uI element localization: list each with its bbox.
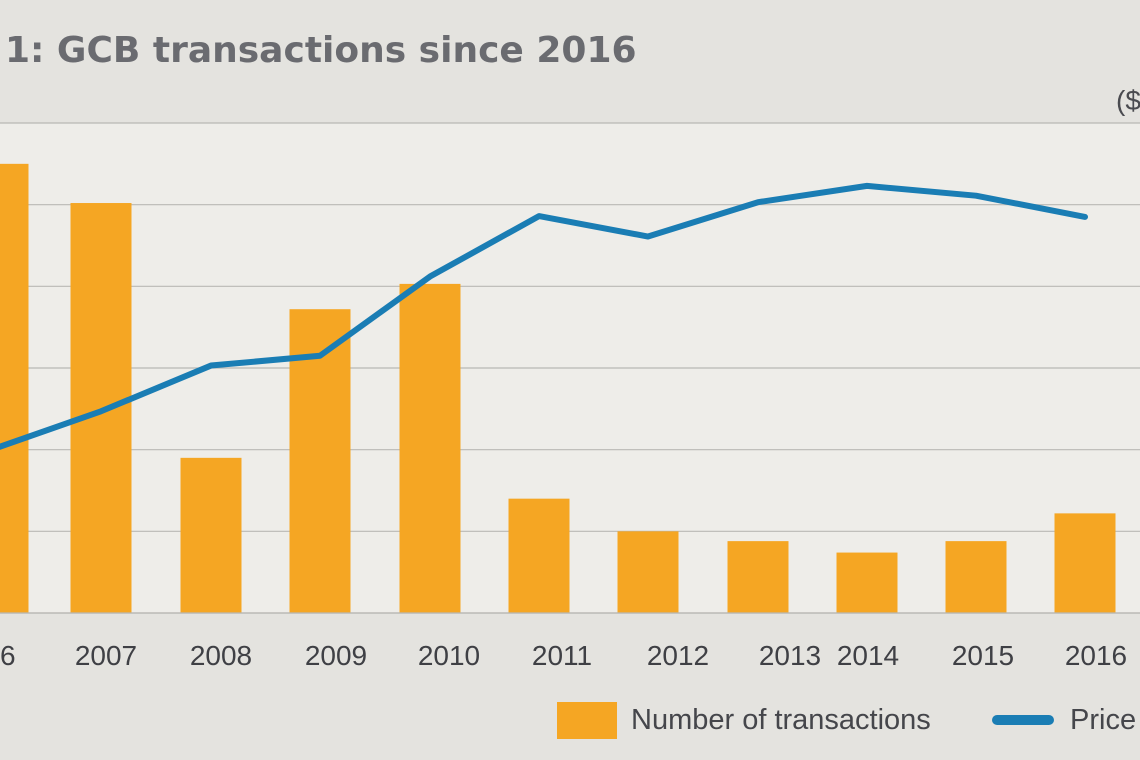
legend-bar-swatch	[557, 701, 617, 739]
legend-line-swatch	[992, 715, 1054, 725]
x-tick-label-2008: 2008	[190, 640, 252, 671]
unit-label: ($	[1116, 85, 1140, 116]
bar-2015	[945, 541, 1007, 613]
legend-item-price: Price	[992, 700, 1136, 740]
chart-title: e 1: GCB transactions since 2016	[0, 30, 637, 71]
bar-2008	[180, 457, 242, 613]
legend: Number of transactions Price	[557, 700, 1140, 740]
x-tick-label-2016: 2016	[1065, 640, 1127, 671]
x-tick-label-2014: 2014	[837, 640, 899, 671]
bar-2012	[617, 531, 679, 613]
x-tick-label-2010: 2010	[418, 640, 480, 671]
x-tick-label-2015: 2015	[952, 640, 1014, 671]
legend-item-transactions: Number of transactions	[557, 700, 931, 740]
bar-2011	[508, 498, 570, 613]
bar-06	[0, 163, 29, 614]
price-line	[0, 182, 1088, 450]
bar-2016	[1054, 513, 1116, 613]
x-tick-label-2012: 2012	[647, 640, 709, 671]
x-tick-label-2011: 2011	[532, 640, 592, 671]
x-tick-label-06: 06	[0, 640, 16, 671]
bar-2014	[836, 552, 898, 613]
legend-line-label: Price	[1070, 703, 1137, 736]
x-tick-label-2013: 2013	[759, 640, 821, 671]
x-tick-label-2007: 2007	[75, 640, 137, 671]
bar-2007	[70, 203, 132, 614]
title-band	[0, 0, 1140, 92]
bar-2013	[727, 541, 789, 613]
legend-bar-label: Number of transactions	[631, 703, 931, 736]
x-tick-label-2009: 2009	[305, 640, 367, 671]
bar-2010	[399, 283, 461, 613]
